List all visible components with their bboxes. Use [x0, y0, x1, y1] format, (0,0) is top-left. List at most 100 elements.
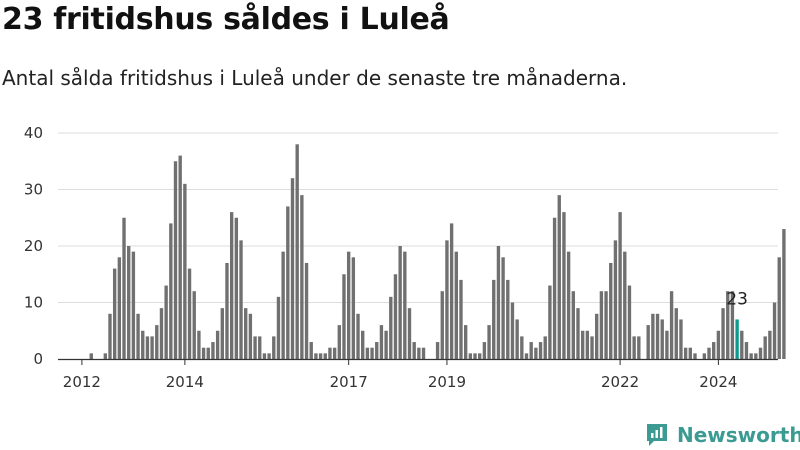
bar: [215, 330, 220, 359]
bar: [524, 353, 529, 359]
bar: [599, 291, 604, 359]
bar: [473, 353, 477, 359]
bars: [89, 144, 786, 359]
bar: [543, 336, 547, 359]
bar: [398, 246, 402, 359]
bar: [557, 195, 561, 359]
bar: [197, 330, 201, 359]
bar: [468, 353, 473, 359]
bar: [730, 291, 735, 359]
y-tick-label: 0: [33, 350, 43, 368]
bar: [192, 291, 196, 359]
y-tick-label: 40: [24, 124, 43, 142]
bar: [417, 347, 421, 359]
bar: [379, 325, 384, 359]
bar: [478, 353, 482, 359]
bar: [740, 330, 744, 359]
bar: [290, 178, 295, 359]
bar: [117, 257, 122, 359]
bar: [183, 183, 187, 359]
bar: [435, 342, 440, 359]
gridlines: [58, 132, 778, 303]
bar: [595, 313, 599, 359]
bar: [173, 161, 178, 359]
y-tick-label: 20: [24, 237, 43, 255]
x-tick-label: 2019: [428, 373, 466, 391]
x-axis-ticks: 2012 2014 2017 2019 2022 2024: [63, 359, 737, 391]
bar: [772, 302, 777, 359]
bar: [136, 313, 140, 359]
bar: [660, 319, 664, 359]
bar: [693, 353, 697, 359]
bar: [356, 313, 360, 359]
y-tick-label: 10: [24, 294, 43, 312]
bar: [267, 353, 271, 359]
bar: [328, 347, 332, 359]
bar: [721, 308, 725, 359]
bar: [239, 240, 243, 359]
bar: [744, 342, 749, 359]
bar: [707, 347, 711, 359]
bar: [566, 251, 571, 359]
bar: [534, 347, 538, 359]
bar: [169, 223, 173, 359]
bar: [651, 313, 655, 359]
bar: [159, 308, 164, 359]
bar: [482, 342, 487, 359]
bar: [646, 325, 650, 359]
bar: [463, 325, 468, 359]
bar: [623, 251, 627, 359]
bar: [487, 325, 491, 359]
chart-title: 23 fritidshus såldes i Luleå: [2, 2, 450, 37]
bar: [683, 347, 688, 359]
bar: [627, 285, 632, 359]
bar: [576, 308, 580, 359]
bar: [112, 268, 117, 359]
x-tick-label: 2024: [699, 373, 737, 391]
bar: [342, 274, 346, 359]
bar: [407, 308, 412, 359]
bar: [145, 336, 150, 359]
bar: [712, 342, 716, 359]
bar: [669, 291, 674, 359]
bar: [679, 319, 683, 359]
bar: [754, 353, 758, 359]
y-axis-ticks: 0 10 20 30 40: [24, 124, 43, 368]
bar: [403, 251, 407, 359]
y-tick-label: 30: [24, 181, 43, 199]
bar: [201, 347, 206, 359]
bar: [164, 285, 168, 359]
bar: [421, 347, 426, 359]
bar: [220, 308, 224, 359]
bar: [244, 308, 248, 359]
x-tick-label: 2014: [166, 373, 204, 391]
bar: [749, 353, 753, 359]
bar: [89, 353, 93, 359]
bar: [440, 291, 444, 359]
bar: [604, 291, 608, 359]
bar: [309, 342, 313, 359]
bar: [337, 325, 341, 359]
newsworthy-logo: Newsworthy: [645, 421, 800, 449]
bar: [515, 319, 519, 359]
highlight-bar: [735, 319, 739, 359]
newsworthy-logo-icon: [647, 424, 667, 446]
bar: [253, 336, 257, 359]
bar: [618, 212, 622, 359]
bar: [286, 206, 290, 359]
bar: [496, 246, 501, 359]
bar: [393, 274, 398, 359]
bar: [538, 342, 543, 359]
bar: [548, 285, 552, 359]
bar: [304, 262, 309, 359]
bar: [520, 336, 524, 359]
bar: [510, 302, 515, 359]
bar: [351, 257, 356, 359]
bar: [492, 279, 496, 359]
bar: [445, 240, 449, 359]
x-tick-label: 2012: [63, 373, 101, 391]
bar: [281, 251, 285, 359]
bar: [768, 330, 772, 359]
bar: [258, 336, 262, 359]
